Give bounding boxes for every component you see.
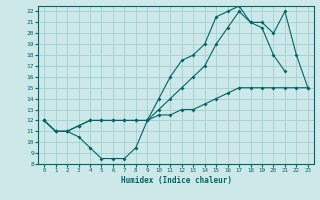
X-axis label: Humidex (Indice chaleur): Humidex (Indice chaleur) [121,176,231,185]
